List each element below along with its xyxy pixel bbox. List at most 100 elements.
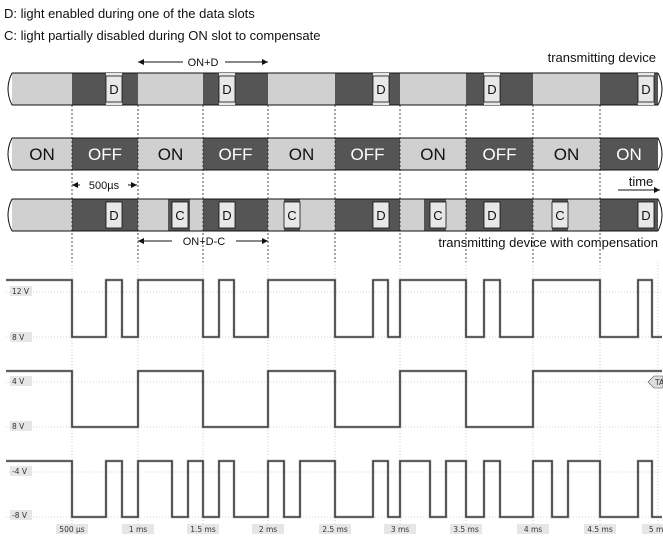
voltage-label: 8 V [12, 333, 25, 342]
slot-box [483, 201, 501, 229]
state-cell [12, 138, 72, 170]
state-segment [268, 73, 335, 105]
time-tick-label: 1.5 ms [190, 525, 216, 534]
time-tick-bg [517, 524, 549, 534]
time-tick-label: 2 ms [259, 525, 277, 534]
state-cell [400, 138, 466, 170]
slot-box [105, 201, 123, 229]
row-right-cap [657, 198, 663, 232]
voltage-label-bg [10, 421, 32, 431]
time-tick-label: 3.5 ms [453, 525, 479, 534]
state-segment [268, 199, 335, 231]
state-cell [203, 138, 268, 170]
time-tick-bg [56, 524, 88, 534]
slot-box [551, 201, 569, 229]
time-tick-bg [187, 524, 219, 534]
oscilloscope-capture: 12 V 8 V 4 V 8 V -4 V -8 V 500 µs 1 ms 1.5 ms 2 m… [6, 262, 663, 535]
state-label: ON [158, 145, 184, 164]
time-tick-bg [450, 524, 482, 534]
legend-compensation: C: light partially disabled during ON sl… [4, 28, 321, 43]
dimension-on-plus-d-minus-c: ON+D-C [138, 234, 268, 248]
state-segment [72, 199, 138, 231]
slot-box [218, 75, 236, 103]
state-label: OFF [483, 145, 517, 164]
row-left-cap [7, 137, 13, 171]
state-segment [335, 199, 400, 231]
state-label: OFF [219, 145, 253, 164]
legend-data-slot: D: light enabled during one of the data … [4, 6, 255, 21]
time-tick-label: 500 µs [59, 525, 84, 534]
voltage-label: 4 V [12, 377, 25, 386]
trace-on-off-reference [6, 370, 662, 428]
time-tick-label: 2.5 ms [322, 525, 348, 534]
slot-label: C [555, 208, 564, 223]
state-cell [466, 138, 533, 170]
time-tick-bg [122, 524, 154, 534]
time-tick-bg [252, 524, 284, 534]
slot-box [283, 201, 301, 229]
time-tick-label: 4.5 ms [587, 525, 613, 534]
state-segment [335, 73, 400, 105]
state-label: OFF [351, 145, 385, 164]
trigger-marker-label: TA [654, 378, 663, 387]
state-cell [72, 138, 138, 170]
state-cell [600, 138, 658, 170]
top-row-label: transmitting device [548, 50, 656, 65]
row-right-cap [657, 72, 663, 106]
time-tick-label: 5 ms [649, 525, 663, 534]
on-plus-d-label: ON+D [188, 57, 219, 69]
slot-label: C [433, 208, 442, 223]
slot-label: D [109, 82, 118, 97]
trigger-marker-shape [647, 375, 663, 389]
voltage-label: 12 V [12, 287, 30, 296]
voltage-label-bg [10, 286, 32, 296]
slot-box [105, 75, 123, 103]
slot-box [171, 201, 189, 229]
trace-on-off-reference-noise [6, 369, 662, 429]
time-tick-bg [642, 524, 663, 534]
compensated-device-row: D D D D DC C C C [7, 198, 663, 232]
state-segment [533, 73, 600, 105]
state-label: ON [29, 145, 55, 164]
slot-label: D [376, 208, 385, 223]
time-tick-label: 1 ms [129, 525, 147, 534]
state-label: ON [420, 145, 446, 164]
state-label: ON [554, 145, 580, 164]
slot-label: D [487, 82, 496, 97]
time-label: time [629, 174, 654, 189]
time-axis-arrow: time [618, 174, 660, 193]
slot-box [637, 75, 655, 103]
voltage-label-bg [10, 510, 32, 520]
slot-box [372, 75, 390, 103]
state-segment [138, 73, 203, 105]
slot-box [372, 201, 390, 229]
state-segment [72, 73, 138, 105]
voltage-label-bg [10, 466, 32, 476]
voltage-label-bg [10, 376, 32, 386]
slot-box [637, 201, 655, 229]
voltage-label: -4 V [12, 467, 28, 476]
trace-compensated-device [6, 460, 662, 518]
dimension-period: 500µs [72, 178, 137, 192]
state-label: OFF [88, 145, 122, 164]
slot-label: D [222, 82, 231, 97]
state-segment [12, 73, 72, 105]
slot-label: D [109, 208, 118, 223]
state-label: ON [616, 145, 642, 164]
trace-transmitting-device-noise [6, 278, 662, 339]
row-left-cap [7, 72, 13, 106]
row-right-cap [657, 137, 663, 171]
time-tick-label: 3 ms [391, 525, 409, 534]
slot-label: D [641, 208, 650, 223]
state-segment [203, 199, 268, 231]
state-cell [138, 138, 203, 170]
bottom-row-label: transmitting device with compensation [438, 235, 658, 250]
row-left-cap [7, 198, 13, 232]
dimension-on-plus-d: ON+D [138, 55, 268, 69]
slot-label: D [641, 82, 650, 97]
state-segment [203, 73, 268, 105]
trace-compensated-device-noise [6, 459, 662, 519]
state-segment [12, 199, 72, 231]
time-tick-bg [584, 524, 616, 534]
